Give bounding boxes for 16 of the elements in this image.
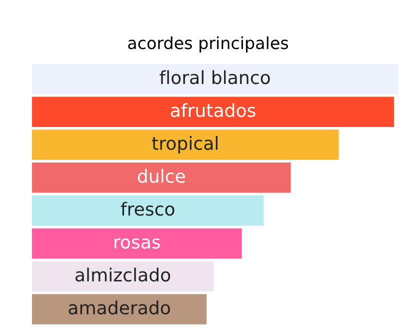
y-tick-label: amaderado bbox=[68, 300, 170, 314]
y-tick-label: floral blanco bbox=[160, 70, 270, 84]
bar bbox=[32, 162, 291, 193]
y-tick-label: almizclado bbox=[76, 268, 170, 282]
y-tick-label: fresco bbox=[120, 202, 174, 216]
y-tick-label: afrutados bbox=[170, 103, 256, 118]
y-tick-label: tropical bbox=[152, 136, 218, 154]
chart-title: acordes principales bbox=[128, 36, 288, 52]
bar bbox=[32, 195, 264, 226]
bar bbox=[32, 130, 339, 160]
y-tick-label: rosas bbox=[114, 238, 160, 249]
bar bbox=[32, 294, 207, 324]
bar bbox=[32, 96, 394, 127]
y-tick-label: dulce bbox=[138, 168, 185, 183]
bar bbox=[32, 228, 242, 259]
bar bbox=[32, 261, 214, 292]
